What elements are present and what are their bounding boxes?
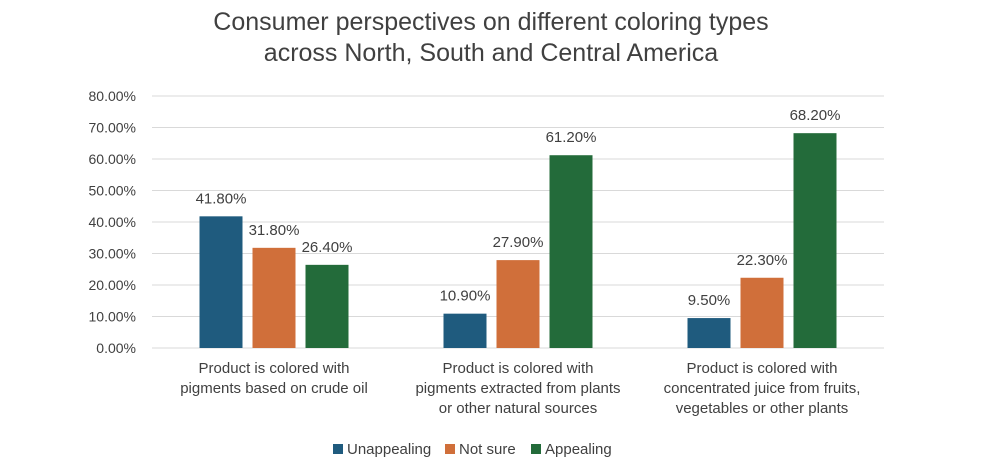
category-label: or other natural sources (439, 400, 597, 417)
y-tick-label: 80.00% (89, 88, 136, 104)
category-label: Product is colored with (199, 360, 350, 377)
category-label: concentrated juice from fruits, (664, 380, 861, 397)
y-tick-label: 0.00% (96, 340, 136, 356)
y-tick-label: 30.00% (89, 246, 136, 262)
bar (443, 313, 487, 348)
chart-title: Consumer perspectives on different color… (213, 8, 768, 67)
category-label: Product is colored with (687, 360, 838, 377)
y-axis-ticks: 0.00% 10.00% 20.00% 30.00% 40.00% 50.00% 60.00… (89, 88, 136, 356)
category-label: pigments based on crude oil (180, 380, 368, 397)
legend-swatch (445, 444, 455, 454)
data-label: 31.80% (249, 222, 300, 239)
y-tick-label: 60.00% (89, 151, 136, 167)
bars (199, 133, 837, 348)
bar (252, 247, 296, 348)
legend-swatch (531, 444, 541, 454)
category-label: vegetables or other plants (676, 400, 849, 417)
data-label: 27.90% (493, 234, 544, 251)
data-label: 10.90% (440, 288, 491, 305)
y-tick-label: 70.00% (89, 120, 136, 136)
y-tick-label: 40.00% (89, 214, 136, 230)
bar (793, 133, 837, 348)
bar (687, 318, 731, 348)
bar (740, 277, 784, 348)
legend-label: Unappealing (347, 441, 431, 458)
bar (496, 260, 540, 348)
bar (549, 155, 593, 348)
legend-label: Appealing (545, 441, 612, 458)
data-label: 61.20% (546, 129, 597, 146)
data-labels: 41.80% 10.90% 9.50% 31.80% 27.90% 22.30% 26.40… (196, 107, 841, 309)
data-label: 22.30% (737, 252, 788, 269)
data-label: 26.40% (302, 239, 353, 256)
bar (305, 264, 349, 348)
category-label: Product is colored with (443, 360, 594, 377)
y-tick-label: 10.00% (89, 309, 136, 325)
category-labels: Product is colored with pigments based on… (180, 360, 860, 417)
data-label: 68.20% (790, 107, 841, 124)
chart-title-line: across North, South and Central America (264, 39, 718, 67)
y-tick-label: 20.00% (89, 277, 136, 293)
data-label: 9.50% (688, 292, 731, 309)
y-tick-label: 50.00% (89, 183, 136, 199)
legend: Unappealing Not sure Appealing (333, 441, 612, 458)
legend-swatch (333, 444, 343, 454)
legend-label: Not sure (459, 441, 516, 458)
data-label: 41.80% (196, 190, 247, 207)
category-label: pigments extracted from plants (415, 380, 620, 397)
bar (199, 216, 243, 348)
chart-title-line: Consumer perspectives on different color… (213, 8, 768, 36)
